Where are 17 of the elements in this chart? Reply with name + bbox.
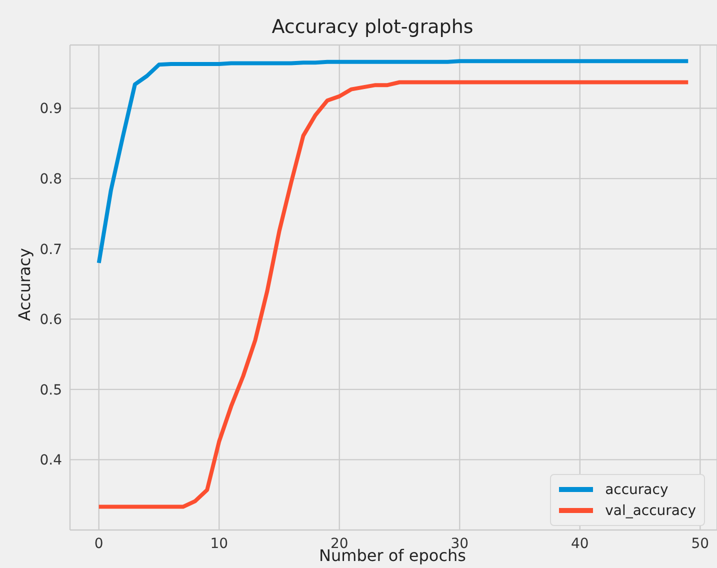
chart-title: Accuracy plot-graphs [270,16,474,38]
x-tick-label: 40 [570,536,589,552]
line-series [96,59,690,265]
legend-label: val_accuracy [605,502,696,518]
x-tick-label: 50 [691,536,710,552]
y-tick-label: 0.7 [40,242,62,258]
x-tick-label: 0 [94,536,104,552]
y-tick-label: 0.4 [40,452,62,469]
x-tick-label: 20 [330,536,348,552]
y-tick-label: 0.6 [40,312,62,328]
y-tick-label: 0.8 [40,172,62,188]
y-axis-title: Accuracy [16,247,35,321]
x-tick-label: 10 [210,536,228,552]
legend-label: accuracy [605,482,668,498]
y-tick-label: 0.9 [40,101,62,118]
x-tick-label: 30 [450,536,469,552]
y-tick-label: 0.5 [40,382,62,398]
